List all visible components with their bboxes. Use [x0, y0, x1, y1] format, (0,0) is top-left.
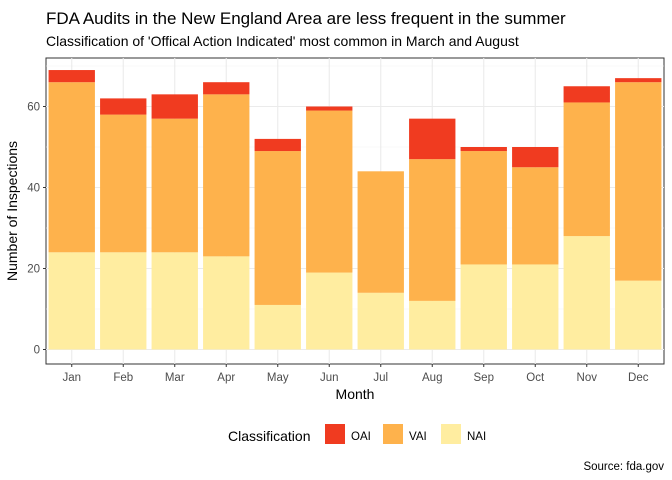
x-axis-ticks: Jan Feb Mar Apr May Jun Jul Aug Sep Oct Nov Dec — [62, 364, 649, 384]
bar-oai-aug — [409, 118, 456, 160]
legend-label-oai: OAI — [351, 431, 371, 443]
bar-vai-jun — [306, 110, 353, 273]
x-tick-label: Jul — [373, 372, 388, 384]
x-tick-label: Sep — [474, 372, 494, 384]
chart-subtitle: Classification of 'Offical Action Indica… — [46, 33, 519, 49]
bar-oai-apr — [203, 82, 250, 95]
legend: Classification OAI VAI NAI — [228, 424, 486, 444]
bar-vai-apr — [203, 94, 250, 257]
bar-vai-nov — [563, 102, 610, 237]
bar-nai-oct — [512, 264, 559, 350]
bars — [48, 70, 662, 350]
x-tick-label: Jan — [62, 372, 81, 384]
y-axis-title: Number of Inspections — [4, 141, 20, 281]
bar-oai-nov — [563, 86, 610, 103]
x-tick-label: Feb — [113, 372, 133, 384]
x-tick-label: Mar — [165, 372, 185, 384]
caption: Source: fda.gov — [583, 461, 664, 473]
legend-key-oai — [325, 424, 345, 444]
bar-vai-dec — [615, 82, 662, 281]
bar-oai-mar — [151, 94, 198, 119]
y-tick-label: 40 — [27, 183, 40, 195]
bar-nai-jan — [48, 252, 95, 350]
bar-oai-dec — [615, 78, 662, 83]
plot-panel — [45, 57, 665, 365]
bar-vai-feb — [100, 114, 147, 253]
y-tick-label: 20 — [27, 264, 40, 276]
bar-nai-mar — [151, 252, 198, 350]
bar-nai-jul — [357, 292, 404, 350]
bar-vai-oct — [512, 167, 559, 265]
bar-nai-dec — [615, 280, 662, 350]
bar-vai-aug — [409, 159, 456, 301]
bar-nai-may — [254, 304, 301, 350]
bar-oai-jun — [306, 106, 353, 111]
bar-nai-apr — [203, 256, 250, 350]
bar-nai-nov — [563, 236, 610, 350]
bar-oai-sep — [460, 147, 507, 152]
x-tick-label: Nov — [577, 372, 598, 384]
x-tick-label: May — [267, 372, 289, 384]
bar-oai-feb — [100, 98, 147, 115]
y-axis-ticks: 0 20 40 60 — [27, 102, 46, 357]
bar-nai-aug — [409, 300, 456, 350]
y-tick-label: 60 — [27, 102, 40, 114]
bar-vai-jan — [48, 82, 95, 253]
legend-title: Classification — [228, 428, 310, 444]
bar-nai-jun — [306, 272, 353, 350]
bar-oai-jan — [48, 70, 95, 83]
chart-title: FDA Audits in the New England Area are l… — [46, 9, 566, 28]
legend-key-vai — [383, 424, 403, 444]
x-tick-label: Apr — [217, 372, 235, 384]
bar-oai-oct — [512, 147, 559, 168]
x-axis-title: Month — [336, 386, 375, 402]
x-tick-label: Aug — [422, 372, 442, 384]
bar-vai-may — [254, 151, 301, 305]
bar-nai-feb — [100, 252, 147, 350]
legend-key-nai — [441, 424, 461, 444]
legend-label-vai: VAI — [409, 431, 427, 443]
bar-vai-mar — [151, 118, 198, 253]
x-tick-label: Oct — [526, 372, 545, 384]
y-tick-label: 0 — [34, 345, 40, 357]
x-tick-label: Dec — [628, 372, 649, 384]
x-tick-label: Jun — [320, 372, 339, 384]
bar-vai-sep — [460, 151, 507, 265]
bar-oai-may — [254, 138, 301, 152]
legend-label-nai: NAI — [467, 431, 486, 443]
bar-vai-jul — [357, 171, 404, 293]
bar-nai-sep — [460, 264, 507, 350]
